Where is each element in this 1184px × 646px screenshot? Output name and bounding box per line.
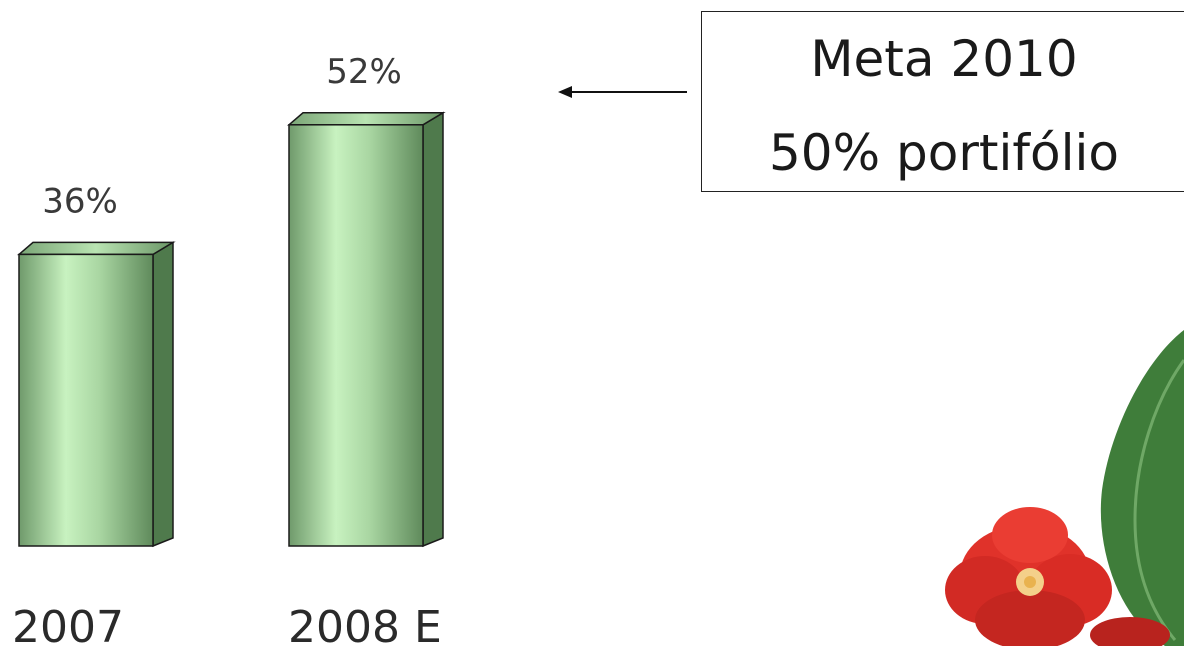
- callout-title: Meta 2010: [810, 30, 1078, 88]
- bar-1: [288, 124, 424, 547]
- flower-leaf-image: [945, 330, 1184, 646]
- bar-side-1: [422, 111, 444, 548]
- category-label-0: 2007: [12, 602, 124, 646]
- target-callout: Meta 2010 50% portifólio: [701, 11, 1184, 192]
- callout-subtitle: 50% portifólio: [769, 124, 1119, 182]
- arrow-icon: [558, 86, 687, 98]
- bar-top-0: [16, 241, 176, 256]
- data-label-0: 36%: [42, 181, 118, 221]
- data-label-1: 52%: [326, 52, 402, 92]
- bar-side-0: [152, 241, 174, 548]
- category-label-1: 2008 E: [288, 602, 442, 646]
- bar-0: [18, 253, 154, 547]
- bar-chart: 36% 2007 52% 2008 E: [12, 52, 446, 646]
- bar-top-1: [286, 112, 446, 126]
